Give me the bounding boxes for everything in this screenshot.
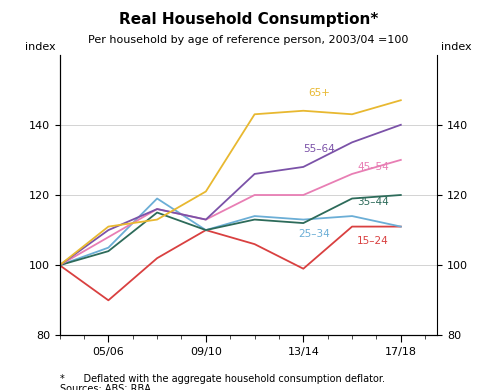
Text: 55–64: 55–64 bbox=[303, 144, 335, 154]
Text: 35–44: 35–44 bbox=[357, 197, 389, 207]
Text: index: index bbox=[441, 42, 472, 52]
Text: Real Household Consumption*: Real Household Consumption* bbox=[119, 12, 378, 27]
Text: 25–34: 25–34 bbox=[299, 229, 330, 239]
Text: 15–24: 15–24 bbox=[357, 236, 389, 246]
Text: Sources: ABS; RBA: Sources: ABS; RBA bbox=[60, 384, 151, 390]
Text: 45–54: 45–54 bbox=[357, 162, 389, 172]
Text: index: index bbox=[25, 42, 56, 52]
Text: Per household by age of reference person, 2003/04 =100: Per household by age of reference person… bbox=[88, 35, 409, 45]
Text: *      Deflated with the aggregate household consumption deflator.: * Deflated with the aggregate household … bbox=[60, 374, 385, 385]
Text: 65+: 65+ bbox=[308, 88, 330, 98]
